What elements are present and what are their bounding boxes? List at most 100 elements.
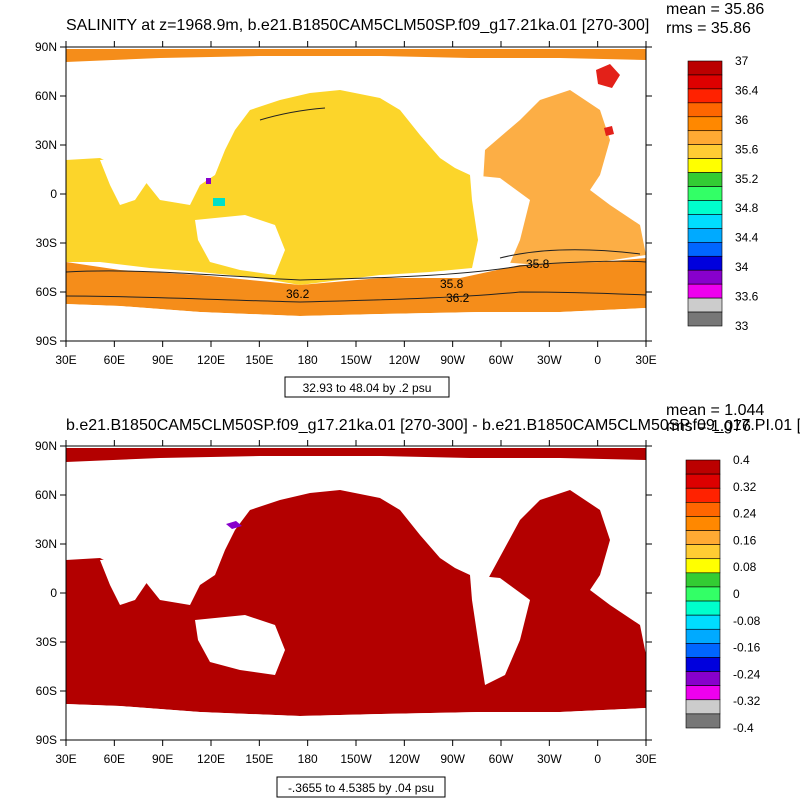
mean-label: mean = 35.86	[666, 1, 764, 18]
colorbar-swatch	[687, 297, 723, 313]
colorbar-swatch	[687, 88, 723, 104]
x-axis-ticks: 30E 60E 90E 120E 150E 180 150W 120W 90W 60W 30W 0 30…	[55, 41, 657, 367]
colorbar-swatch	[687, 74, 723, 90]
colorbar-label: 37	[735, 54, 749, 68]
y-tick-label: 90S	[36, 733, 57, 747]
map-field	[66, 47, 646, 341]
colorbar-label: -0.32	[733, 694, 761, 708]
colorbar-label: 0.4	[733, 453, 750, 467]
colorbar-swatch	[685, 544, 721, 560]
colorbar-swatch	[685, 502, 721, 517]
y-tick-label: 30S	[36, 236, 57, 250]
y-tick-label: 90N	[35, 439, 57, 453]
rms-label: rms = 1.076	[666, 418, 751, 435]
colorbar-swatch	[685, 600, 721, 616]
y-tick-label: 30N	[35, 537, 57, 551]
red-sea-patch	[604, 126, 614, 136]
x-tick-label: 120W	[389, 353, 421, 367]
colorbar-label: 36.4	[735, 83, 759, 97]
colorbar-label: -0.4	[733, 721, 754, 735]
colorbar-swatch	[687, 214, 723, 229]
colorbar-label: 34	[735, 260, 749, 274]
x-tick-label: 0	[594, 353, 601, 367]
x-tick-label: 60E	[104, 752, 125, 766]
x-axis-ticks: 30E 60E 90E 120E 150E 180 150W 120W 90W 60W 30W 0 30…	[55, 440, 657, 766]
mean-label: mean = 1.044	[666, 402, 764, 419]
x-tick-label: 150W	[340, 752, 372, 766]
colorbar-label: 0.16	[733, 533, 757, 547]
x-tick-label: 60W	[489, 353, 514, 367]
x-tick-label: 30E	[55, 353, 76, 367]
contour-line	[259, 107, 326, 121]
y-axis-ticks: 90N 60N 30N 0 30S 60S 90S	[35, 40, 652, 348]
colorbar-swatch	[685, 699, 721, 715]
colorbar-label: 34.8	[735, 201, 759, 215]
colorbar-label: 0.08	[733, 560, 757, 574]
y-axis-ticks: 90N 60N 30N 0 30S 60S 90S	[35, 439, 652, 747]
y-tick-label: 60S	[36, 285, 57, 299]
colorbar-swatch	[687, 311, 723, 327]
colorbar-swatch	[687, 60, 723, 76]
range-label: -.3655 to 4.5385 by .04 psu	[288, 781, 434, 795]
colorbar-swatch	[687, 228, 723, 243]
negative-anomaly-patch	[226, 521, 242, 529]
x-tick-label: 150W	[340, 353, 372, 367]
colorbar-swatch	[687, 116, 723, 132]
contour-label: 35.8	[526, 257, 550, 271]
x-tick-label: 90W	[440, 752, 465, 766]
x-tick-label: 150E	[245, 353, 273, 367]
contour-label: 36.2	[286, 287, 310, 301]
colorbar-swatch	[687, 269, 723, 285]
colorbar-swatch	[685, 516, 721, 531]
x-tick-label: 30E	[55, 752, 76, 766]
y-tick-label: 30N	[35, 138, 57, 152]
y-tick-label: 60N	[35, 488, 57, 502]
colorbar-label: -0.16	[733, 641, 761, 655]
southern-ocean	[66, 258, 646, 316]
colorbar-swatch	[685, 473, 721, 489]
x-tick-label: 180	[298, 353, 318, 367]
colorbar-label: 0	[733, 587, 740, 601]
panel-salinity: SALINITY at z=1968.9m, b.e21.B1850CAM5CL…	[35, 1, 764, 398]
pacific-indian-ocean	[66, 90, 482, 285]
contour-line	[66, 291, 646, 303]
y-tick-label: 90S	[36, 334, 57, 348]
colorbar-swatch	[685, 643, 721, 658]
panel-difference: b.e21.B1850CAM5CLM50SP.f09_g17.21ka.01 […	[35, 402, 800, 798]
australia	[195, 215, 285, 275]
panel-title: SALINITY at z=1968.9m, b.e21.B1850CAM5CL…	[66, 17, 649, 34]
y-tick-label: 60S	[36, 684, 57, 698]
mediterranean-sea	[596, 64, 620, 88]
colorbar-label: 0.24	[733, 507, 757, 521]
contour-line	[66, 260, 646, 281]
x-tick-label: 90E	[152, 353, 173, 367]
colorbar-swatch	[685, 657, 721, 672]
colorbar-swatch	[687, 283, 723, 299]
colorbar-label: 34.4	[735, 231, 759, 245]
x-tick-label: 30E	[635, 353, 656, 367]
x-tick-label: 120E	[197, 353, 225, 367]
colorbar-label: 35.2	[735, 172, 759, 186]
indian-subcontinent	[100, 158, 150, 205]
colorbar-swatch	[687, 144, 723, 159]
colorbar-label: 33	[735, 319, 749, 333]
colorbar-swatch	[685, 530, 721, 545]
colorbar-swatch	[685, 614, 721, 630]
contour-line	[499, 249, 641, 259]
colorbar-swatch	[685, 459, 721, 475]
colorbar-swatch	[685, 628, 721, 644]
colorbar-swatch	[685, 487, 721, 503]
colorbar-label: 0.32	[733, 480, 757, 494]
colorbar-swatch	[687, 186, 723, 201]
colorbar-swatch	[685, 558, 721, 574]
y-tick-label: 30S	[36, 635, 57, 649]
colorbar-swatch	[687, 102, 723, 118]
colorbar-swatch	[687, 172, 723, 187]
range-box	[276, 776, 446, 798]
x-tick-label: 120E	[197, 752, 225, 766]
colorbar: 37 36.4 36 35.6 35.2 34.8 34.4 34 33.6 33	[687, 54, 759, 333]
x-tick-label: 30E	[635, 752, 656, 766]
x-tick-label: 120W	[389, 752, 421, 766]
rms-label: rms = 35.86	[666, 20, 751, 37]
